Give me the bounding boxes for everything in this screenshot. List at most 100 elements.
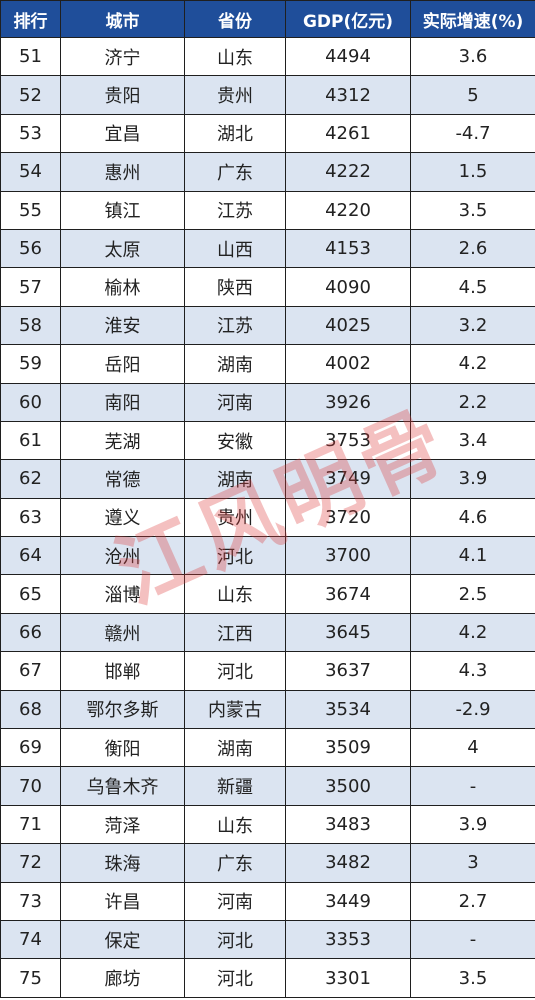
table-body: 51 济宁 山东 4494 3.6 52 贵阳 贵州 4312 5 53 宜昌 湖北 4261 -4.7 54… bbox=[0, 36, 535, 998]
cell-gdp: 4025 bbox=[285, 305, 411, 346]
cell-rank: 66 bbox=[0, 612, 61, 653]
cell-city: 镇江 bbox=[60, 190, 185, 230]
cell-growth: 4 bbox=[410, 728, 535, 768]
table-row: 58 淮安 江苏 4025 3.2 bbox=[0, 305, 535, 346]
cell-gdp: 3483 bbox=[285, 804, 411, 845]
cell-growth: 3.5 bbox=[410, 190, 535, 230]
cell-province: 河北 bbox=[184, 651, 286, 691]
table-header: 排行 城市 省份 GDP(亿元) 实际增速(%) bbox=[0, 0, 535, 38]
cell-growth: 3.4 bbox=[410, 420, 535, 461]
header-gdp: GDP(亿元) bbox=[285, 0, 411, 38]
cell-province: 陕西 bbox=[184, 267, 286, 307]
cell-city: 邯郸 bbox=[60, 651, 185, 691]
cell-city: 常德 bbox=[60, 459, 185, 499]
table-row: 60 南阳 河南 3926 2.2 bbox=[0, 382, 535, 422]
cell-city: 榆林 bbox=[60, 267, 185, 307]
cell-gdp: 4494 bbox=[285, 36, 411, 77]
table-row: 56 太原 山西 4153 2.6 bbox=[0, 228, 535, 269]
cell-province: 山东 bbox=[184, 36, 286, 77]
cell-rank: 60 bbox=[0, 382, 61, 422]
cell-province: 安徽 bbox=[184, 420, 286, 461]
cell-gdp: 3674 bbox=[285, 574, 411, 614]
cell-rank: 59 bbox=[0, 344, 61, 384]
table-row: 65 淄博 山东 3674 2.5 bbox=[0, 574, 535, 614]
cell-province: 河北 bbox=[184, 536, 286, 576]
cell-gdp: 3449 bbox=[285, 881, 411, 921]
cell-city: 岳阳 bbox=[60, 344, 185, 384]
table-row: 72 珠海 广东 3482 3 bbox=[0, 843, 535, 883]
cell-growth: 3.6 bbox=[410, 36, 535, 77]
cell-rank: 55 bbox=[0, 190, 61, 230]
cell-gdp: 4220 bbox=[285, 190, 411, 230]
header-growth: 实际增速(%) bbox=[410, 0, 535, 38]
cell-gdp: 3753 bbox=[285, 420, 411, 461]
cell-province: 河北 bbox=[184, 958, 286, 998]
cell-rank: 67 bbox=[0, 651, 61, 691]
cell-growth: 3.9 bbox=[410, 804, 535, 845]
table-row: 75 廊坊 河北 3301 3.5 bbox=[0, 958, 535, 998]
table-row: 62 常德 湖南 3749 3.9 bbox=[0, 459, 535, 499]
cell-rank: 71 bbox=[0, 804, 61, 845]
header-province: 省份 bbox=[184, 0, 286, 38]
header-rank: 排行 bbox=[0, 0, 61, 38]
cell-gdp: 4002 bbox=[285, 344, 411, 384]
cell-city: 菏泽 bbox=[60, 804, 185, 845]
cell-growth: - bbox=[410, 919, 535, 960]
cell-province: 内蒙古 bbox=[184, 689, 286, 730]
cell-gdp: 3509 bbox=[285, 728, 411, 768]
cell-city: 许昌 bbox=[60, 881, 185, 921]
cell-city: 太原 bbox=[60, 228, 185, 269]
cell-rank: 75 bbox=[0, 958, 61, 998]
cell-gdp: 3637 bbox=[285, 651, 411, 691]
cell-growth: 4.5 bbox=[410, 267, 535, 307]
cell-growth: 2.5 bbox=[410, 574, 535, 614]
cell-city: 南阳 bbox=[60, 382, 185, 422]
cell-city: 珠海 bbox=[60, 843, 185, 883]
cell-gdp: 3720 bbox=[285, 497, 411, 538]
table-row: 73 许昌 河南 3449 2.7 bbox=[0, 881, 535, 921]
cell-province: 广东 bbox=[184, 843, 286, 883]
table-row: 66 赣州 江西 3645 4.2 bbox=[0, 612, 535, 653]
cell-province: 山东 bbox=[184, 804, 286, 845]
cell-growth: 3.9 bbox=[410, 459, 535, 499]
cell-city: 保定 bbox=[60, 919, 185, 960]
cell-city: 淮安 bbox=[60, 305, 185, 346]
cell-city: 惠州 bbox=[60, 152, 185, 192]
cell-rank: 70 bbox=[0, 766, 61, 806]
cell-rank: 69 bbox=[0, 728, 61, 768]
cell-growth: 4.1 bbox=[410, 536, 535, 576]
cell-rank: 68 bbox=[0, 689, 61, 730]
cell-province: 山西 bbox=[184, 228, 286, 269]
cell-province: 江苏 bbox=[184, 190, 286, 230]
cell-city: 鄂尔多斯 bbox=[60, 689, 185, 730]
cell-growth: 4.2 bbox=[410, 344, 535, 384]
table-row: 53 宜昌 湖北 4261 -4.7 bbox=[0, 113, 535, 154]
cell-gdp: 3534 bbox=[285, 689, 411, 730]
cell-province: 湖南 bbox=[184, 459, 286, 499]
cell-city: 淄博 bbox=[60, 574, 185, 614]
header-city: 城市 bbox=[60, 0, 185, 38]
cell-growth: 2.6 bbox=[410, 228, 535, 269]
table-row: 51 济宁 山东 4494 3.6 bbox=[0, 36, 535, 77]
cell-rank: 53 bbox=[0, 113, 61, 154]
table-row: 61 芜湖 安徽 3753 3.4 bbox=[0, 420, 535, 461]
cell-gdp: 4153 bbox=[285, 228, 411, 269]
cell-rank: 51 bbox=[0, 36, 61, 77]
cell-rank: 52 bbox=[0, 75, 61, 115]
cell-province: 湖南 bbox=[184, 344, 286, 384]
cell-rank: 63 bbox=[0, 497, 61, 538]
cell-gdp: 3926 bbox=[285, 382, 411, 422]
cell-province: 贵州 bbox=[184, 497, 286, 538]
cell-province: 湖北 bbox=[184, 113, 286, 154]
cell-growth: 2.2 bbox=[410, 382, 535, 422]
cell-province: 湖南 bbox=[184, 728, 286, 768]
cell-gdp: 3301 bbox=[285, 958, 411, 998]
cell-growth: 3.5 bbox=[410, 958, 535, 998]
cell-gdp: 4222 bbox=[285, 152, 411, 192]
cell-growth: 4.3 bbox=[410, 651, 535, 691]
cell-growth: 5 bbox=[410, 75, 535, 115]
cell-growth: - bbox=[410, 766, 535, 806]
cell-city: 衡阳 bbox=[60, 728, 185, 768]
cell-city: 宜昌 bbox=[60, 113, 185, 154]
